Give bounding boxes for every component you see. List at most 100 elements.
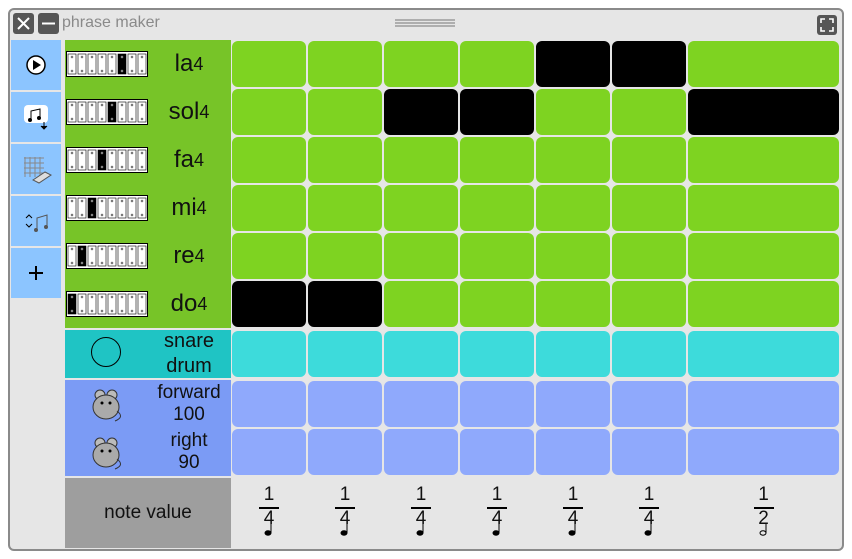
active-cell[interactable]	[232, 281, 306, 327]
numerator: 1	[643, 484, 655, 505]
minimize-button[interactable]	[38, 13, 59, 34]
cell[interactable]	[460, 429, 534, 475]
action-command: forward	[157, 382, 221, 403]
solfege-icon	[66, 291, 148, 317]
cell[interactable]	[460, 233, 534, 279]
cell[interactable]	[612, 429, 686, 475]
cell[interactable]	[536, 281, 610, 327]
cell[interactable]	[308, 381, 382, 427]
cell[interactable]	[612, 137, 686, 183]
action-amount: 100	[173, 404, 205, 425]
cell[interactable]	[384, 233, 458, 279]
cell[interactable]	[232, 429, 306, 475]
play-button[interactable]	[11, 40, 61, 90]
active-cell[interactable]	[536, 41, 610, 87]
cell[interactable]	[308, 233, 382, 279]
cell[interactable]	[308, 185, 382, 231]
fraction-bar	[259, 507, 279, 509]
solfege-icon	[66, 195, 148, 221]
add-button[interactable]	[11, 248, 61, 298]
solfege-icon	[66, 243, 148, 269]
octave: 4	[199, 101, 210, 122]
cell[interactable]	[688, 137, 839, 183]
pitch-name: mi	[171, 194, 197, 221]
drag-handle[interactable]	[394, 17, 456, 29]
active-cell[interactable]	[460, 89, 534, 135]
cell[interactable]	[460, 381, 534, 427]
cell[interactable]	[612, 331, 686, 377]
pitch-label: fa 4	[150, 136, 228, 184]
cell[interactable]	[232, 381, 306, 427]
clear-button[interactable]	[11, 144, 61, 194]
denominator: 4	[567, 508, 579, 529]
cell[interactable]	[688, 281, 839, 327]
export-button[interactable]	[11, 92, 61, 142]
solfege-icon	[66, 147, 148, 173]
cell[interactable]	[688, 185, 839, 231]
pitch-name: re	[173, 242, 195, 269]
cell[interactable]	[612, 381, 686, 427]
sort-button[interactable]	[11, 196, 61, 246]
cell[interactable]	[384, 381, 458, 427]
numerator: 1	[567, 484, 579, 505]
expand-button[interactable]	[817, 15, 837, 35]
octave: 4	[196, 197, 207, 218]
pitch-name: do	[170, 290, 198, 317]
cell[interactable]	[460, 41, 534, 87]
cell[interactable]	[536, 89, 610, 135]
active-cell[interactable]	[308, 281, 382, 327]
cell[interactable]	[536, 429, 610, 475]
cell[interactable]	[232, 137, 306, 183]
note-icon	[416, 524, 424, 536]
cell[interactable]	[384, 429, 458, 475]
cell[interactable]	[232, 331, 306, 377]
cell[interactable]	[536, 233, 610, 279]
cell[interactable]	[384, 137, 458, 183]
cell[interactable]	[688, 331, 839, 377]
cell[interactable]	[460, 331, 534, 377]
cell[interactable]	[536, 381, 610, 427]
cell[interactable]	[688, 41, 839, 87]
cell[interactable]	[232, 41, 306, 87]
cell[interactable]	[688, 233, 839, 279]
solfege-icon	[66, 99, 148, 125]
cell[interactable]	[232, 233, 306, 279]
cell[interactable]	[688, 429, 839, 475]
numerator: 1	[339, 484, 351, 505]
cell[interactable]	[384, 185, 458, 231]
cell[interactable]	[460, 281, 534, 327]
cell[interactable]	[536, 331, 610, 377]
cell[interactable]	[460, 137, 534, 183]
cell[interactable]	[232, 89, 306, 135]
cell[interactable]	[308, 331, 382, 377]
cell[interactable]	[384, 41, 458, 87]
fraction-bar	[753, 507, 774, 509]
cell[interactable]	[536, 137, 610, 183]
numerator: 1	[415, 484, 427, 505]
cell[interactable]	[536, 185, 610, 231]
cell[interactable]	[308, 89, 382, 135]
denominator: 4	[263, 508, 275, 529]
cell[interactable]	[612, 233, 686, 279]
action-label-bg	[65, 380, 231, 428]
cell[interactable]	[384, 281, 458, 327]
cell[interactable]	[612, 281, 686, 327]
cell[interactable]	[232, 185, 306, 231]
action-command: right	[170, 430, 208, 451]
active-cell[interactable]	[384, 89, 458, 135]
denominator: 2	[758, 508, 769, 529]
cell[interactable]	[308, 429, 382, 475]
cell[interactable]	[612, 89, 686, 135]
active-cell[interactable]	[612, 41, 686, 87]
cell[interactable]	[460, 185, 534, 231]
cell[interactable]	[688, 381, 839, 427]
cell[interactable]	[384, 331, 458, 377]
cell[interactable]	[612, 185, 686, 231]
close-button[interactable]	[13, 13, 34, 34]
solfege-icon	[66, 51, 148, 77]
cell[interactable]	[308, 137, 382, 183]
cell[interactable]	[308, 41, 382, 87]
active-cell[interactable]	[688, 89, 839, 135]
octave: 4	[193, 53, 204, 74]
